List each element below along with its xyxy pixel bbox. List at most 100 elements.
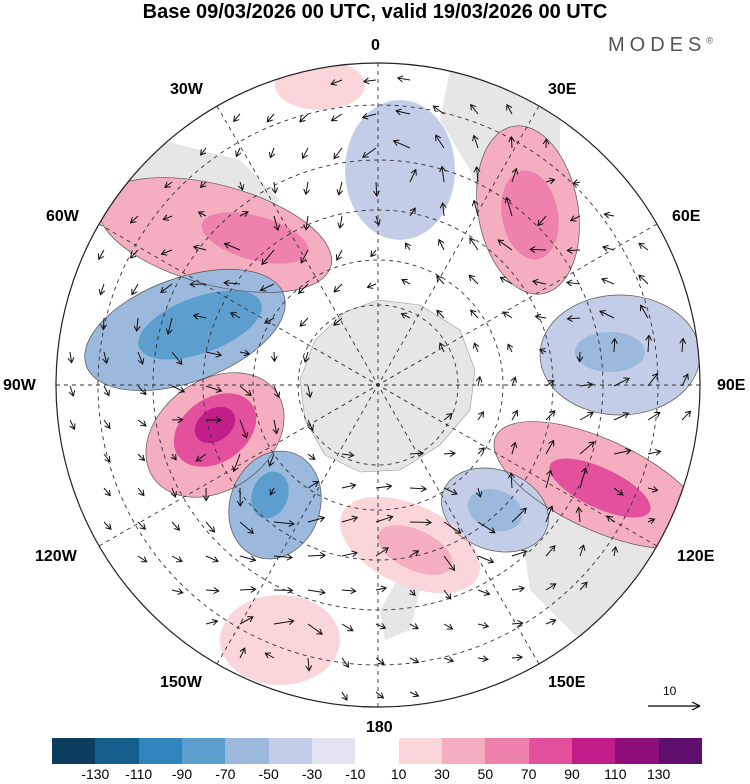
wind-vector-arrow <box>507 472 515 489</box>
wind-vector-arrow <box>470 103 479 115</box>
wind-vector-arrow <box>103 385 110 397</box>
wind-vector-arrow <box>409 518 433 526</box>
wind-vector-arrow <box>236 487 244 507</box>
wind-vector-arrow <box>679 337 687 353</box>
anomaly-160w-pink-1 <box>220 595 340 685</box>
wind-vector-arrow <box>267 453 275 467</box>
wind-vector-arrow <box>272 419 280 435</box>
wind-vector-arrow <box>273 520 295 527</box>
wind-vector-arrow <box>507 343 514 353</box>
wind-vector-arrow <box>409 207 416 217</box>
colorbar-tick-label: -10 <box>345 766 366 782</box>
graticule <box>56 63 700 707</box>
wind-vector-arrow <box>205 618 219 626</box>
lon-label-180: 180 <box>366 719 393 736</box>
lon-label-150e: 150E <box>548 674 586 691</box>
wind-vector-arrow <box>638 242 649 251</box>
wind-vector-arrow <box>409 168 417 183</box>
wind-vector-arrow <box>160 249 173 256</box>
wind-vector-arrow <box>333 317 343 326</box>
wind-vector-arrow <box>100 317 108 331</box>
colorbar-tick-label: -90 <box>171 766 193 782</box>
wind-vector-arrow <box>102 351 109 365</box>
colorbar-tick-label: -130 <box>81 766 110 782</box>
wind-vector-arrow <box>640 304 649 319</box>
wind-vector-arrow <box>189 280 207 288</box>
wind-vector-arrow <box>195 453 207 462</box>
wind-vector-arrow <box>511 585 526 593</box>
wind-vector-arrow <box>239 521 255 534</box>
colorbar-swatch <box>138 738 182 764</box>
wind-vector-arrow <box>569 215 581 222</box>
wind-vector-arrow <box>299 113 309 123</box>
wind-vector-arrow <box>542 138 550 149</box>
wind-vector-arrow <box>337 215 345 229</box>
wind-vector-arrow <box>611 545 619 557</box>
colorbar-swatch <box>658 738 702 764</box>
wind-vector-arrow <box>205 350 223 358</box>
wind-vector-arrow <box>510 376 517 387</box>
wind-vector-arrow <box>647 448 662 456</box>
map-title: Base 09/03/2026 00 UTC, valid 19/03/2026… <box>142 1 608 23</box>
wind-vector-arrow <box>307 453 316 461</box>
wind-vector-arrow <box>264 652 275 659</box>
wind-vector-arrow <box>103 419 111 430</box>
wind-vector-arrow <box>443 623 454 630</box>
wind-vector-arrow <box>341 587 357 595</box>
colorbar-tick-label: 90 <box>564 766 580 782</box>
wind-vector-arrow <box>375 623 387 630</box>
wind-vector-arrow <box>681 373 689 387</box>
reference-vector-label: 10 <box>663 684 677 698</box>
wind-vector-arrow <box>511 549 528 557</box>
wind-vector-arrow <box>502 311 513 319</box>
lon-label-90w: 90W <box>3 377 36 394</box>
wind-vector-arrow <box>443 521 462 534</box>
wind-vector-arrow <box>477 447 485 455</box>
wind-vector-arrow <box>137 555 148 563</box>
anomaly-shading <box>84 63 700 685</box>
wind-vector-arrow <box>531 278 547 286</box>
wind-vector-arrow <box>599 310 615 319</box>
wind-vector-arrow <box>133 317 141 333</box>
wind-vector-arrow <box>307 551 327 559</box>
wind-vector-arrow <box>192 244 207 252</box>
wind-vector-arrow <box>341 657 350 668</box>
wind-vector-arrow <box>572 179 581 186</box>
wind-vector-arrow <box>171 416 184 424</box>
wind-vector-arrow <box>239 616 254 625</box>
wind-vector-arrow <box>330 79 343 86</box>
wind-vector-arrow <box>475 375 483 387</box>
wind-vector-arrow <box>443 450 456 457</box>
wind-vector-arrow <box>68 385 76 397</box>
wind-vector-arrow <box>510 441 518 455</box>
wind-vectors <box>67 75 692 701</box>
wind-vector-arrow <box>362 77 377 85</box>
wind-vector-arrow <box>137 385 147 396</box>
wind-vector-arrow <box>611 337 618 353</box>
colorbar-tick-label: 50 <box>477 766 494 782</box>
wind-vector-arrow <box>239 385 252 397</box>
wind-vector-arrow <box>645 334 653 353</box>
colorbar-swatch <box>485 738 529 764</box>
colorbar-tick-label: 70 <box>520 766 537 782</box>
wind-vector-arrow <box>575 506 583 523</box>
wind-vector-arrow <box>263 317 275 324</box>
wind-vector-arrow <box>137 453 146 462</box>
wind-vector-arrow <box>341 550 358 558</box>
wind-vector-arrow <box>205 416 222 424</box>
wind-vector-arrow <box>545 618 557 625</box>
wind-vector-arrow <box>435 134 445 149</box>
wind-vector-arrow <box>199 181 207 188</box>
wind-vector-arrow <box>647 517 656 525</box>
wind-vector-arrow <box>199 147 207 156</box>
wind-vector-arrow <box>103 521 112 530</box>
wind-vector-arrow <box>504 196 513 217</box>
wind-vector-arrow <box>401 278 411 285</box>
wind-vector-arrow <box>545 439 555 455</box>
colorbar-swatch <box>571 738 616 764</box>
wind-vector-arrow <box>579 467 588 489</box>
colorbar-swatch <box>355 738 399 764</box>
wind-vector-arrow <box>545 379 555 387</box>
wind-vector-arrow <box>508 135 516 149</box>
